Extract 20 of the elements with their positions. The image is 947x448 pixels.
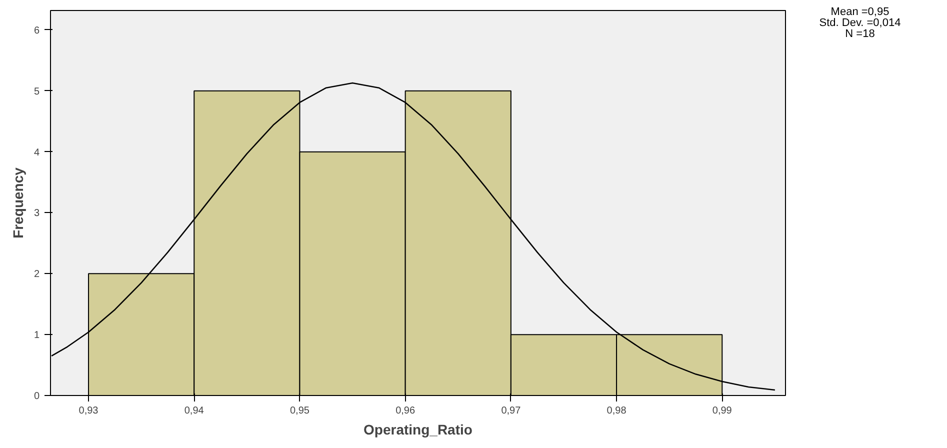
x-tick-label: 0,95 <box>290 406 310 416</box>
y-tick-label: 3 <box>34 208 40 220</box>
x-tick-label: 0,97 <box>501 406 522 416</box>
x-tick-label: 0,93 <box>78 406 99 416</box>
text: N =18 <box>844 28 876 40</box>
line-series <box>50 82 776 391</box>
y-tick-label: 4 <box>34 147 40 158</box>
text: Std. Dev. =0,014 <box>818 17 902 29</box>
y-tick-label: 1 <box>34 330 40 342</box>
y-tick-label: 6 <box>34 25 40 36</box>
y-tick-label: 0 <box>34 391 40 402</box>
x-tick-label: 0,98 <box>606 406 627 416</box>
y-tick-label: 2 <box>34 269 40 280</box>
x-tick-label: 0,94 <box>184 406 204 416</box>
x-tick-label: 0,99 <box>712 406 732 416</box>
x-tick-label: 0,96 <box>396 406 416 416</box>
y-axis-title: Frequency <box>10 167 26 238</box>
text: Mean =0,95 <box>830 6 890 18</box>
y-tick-label: 5 <box>34 86 40 98</box>
x-axis-title: Operating_Ratio <box>364 422 472 438</box>
